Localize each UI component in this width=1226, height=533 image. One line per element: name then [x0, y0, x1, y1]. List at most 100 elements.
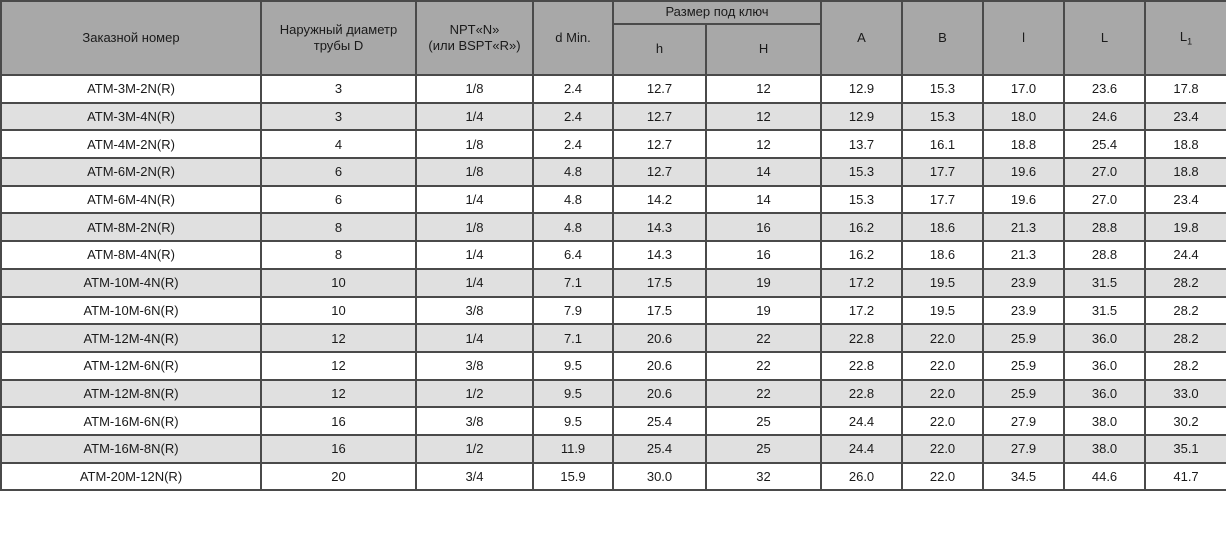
value-cell: 6 [260, 157, 417, 187]
value-cell: 18.8 [982, 129, 1066, 160]
value-cell: 21.3 [982, 240, 1066, 270]
value-cell: 30.0 [612, 461, 707, 492]
value-cell: 14 [704, 157, 823, 187]
value-cell: 44.6 [1063, 461, 1147, 492]
value-cell: 34.5 [982, 461, 1066, 492]
value-cell: 22.0 [901, 461, 985, 492]
value-cell: 27.9 [982, 406, 1066, 436]
value-cell: 36.0 [1063, 350, 1147, 381]
spec-table: Заказной номер Наружный диаметр трубы D … [0, 0, 1226, 492]
table-body: ATM-3M-2N(R) 3 1/8 2.4 12.7 12 12.9 15.3 17.0 23.… [0, 74, 1226, 492]
value-cell: 1/4 [415, 184, 534, 215]
value-cell: 16 [704, 240, 823, 270]
value-cell: 38.0 [1063, 433, 1147, 464]
value-cell: 33.0 [1144, 378, 1226, 409]
value-cell: 1/8 [415, 212, 534, 243]
table-row: ATM-12M-8N(R) 12 1/2 9.5 20.6 22 22.8 22.0 25.9 3… [0, 378, 1226, 409]
value-cell: 12 [704, 74, 823, 104]
value-cell: 12 [260, 323, 417, 353]
value-cell: 2.4 [532, 74, 614, 104]
value-cell: 12.7 [612, 129, 707, 160]
value-cell: 19.8 [1144, 212, 1226, 243]
value-cell: 8 [260, 240, 417, 270]
value-cell: 25.4 [612, 433, 707, 464]
value-cell: 9.5 [532, 350, 614, 381]
value-cell: 23.4 [1144, 101, 1226, 132]
value-cell: 3 [260, 101, 417, 132]
header-l-big: L [1063, 0, 1147, 76]
value-cell: 24.4 [1144, 240, 1226, 270]
value-cell: 14.2 [612, 184, 707, 215]
header-outer-diameter-line1: Наружный диаметр [279, 21, 398, 37]
value-cell: 22.8 [820, 350, 904, 381]
value-cell: 28.2 [1144, 350, 1226, 381]
value-cell: 12 [704, 101, 823, 132]
header-d-min: d Min. [532, 0, 614, 76]
value-cell: 7.9 [532, 295, 614, 326]
value-cell: 4.8 [532, 157, 614, 187]
value-cell: 28.8 [1063, 212, 1147, 243]
value-cell: 22.0 [901, 350, 985, 381]
value-cell: 7.1 [532, 267, 614, 298]
order-number-cell: ATM-12M-6N(R) [0, 350, 262, 381]
value-cell: 12.9 [820, 101, 904, 132]
value-cell: 1/8 [415, 157, 534, 187]
value-cell: 19.5 [901, 295, 985, 326]
header-npt-line1: NPT«N» [449, 21, 500, 37]
value-cell: 31.5 [1063, 267, 1147, 298]
order-number-cell: ATM-3M-2N(R) [0, 74, 262, 104]
header-h-small: h [612, 23, 707, 76]
value-cell: 24.4 [820, 406, 904, 436]
value-cell: 28.2 [1144, 295, 1226, 326]
value-cell: 17.7 [901, 184, 985, 215]
table-row: ATM-12M-6N(R) 12 3/8 9.5 20.6 22 22.8 22.0 25.9 3… [0, 350, 1226, 381]
value-cell: 28.8 [1063, 240, 1147, 270]
table-row: ATM-6M-2N(R) 6 1/8 4.8 12.7 14 15.3 17.7 19.6 27.… [0, 157, 1226, 187]
value-cell: 3/8 [415, 406, 534, 436]
value-cell: 3/8 [415, 295, 534, 326]
value-cell: 20.6 [612, 350, 707, 381]
value-cell: 27.9 [982, 433, 1066, 464]
value-cell: 41.7 [1144, 461, 1226, 492]
value-cell: 27.0 [1063, 157, 1147, 187]
header-order-number: Заказной номер [0, 0, 262, 76]
value-cell: 19 [704, 295, 823, 326]
value-cell: 17.8 [1144, 74, 1226, 104]
header-l1-base: L [1179, 28, 1188, 44]
order-number-cell: ATM-10M-6N(R) [0, 295, 262, 326]
value-cell: 9.5 [532, 406, 614, 436]
value-cell: 31.5 [1063, 295, 1147, 326]
value-cell: 19 [704, 267, 823, 298]
value-cell: 18.6 [901, 212, 985, 243]
value-cell: 19.6 [982, 157, 1066, 187]
table-header: Заказной номер Наружный диаметр трубы D … [0, 0, 1226, 76]
value-cell: 23.4 [1144, 184, 1226, 215]
order-number-cell: ATM-8M-4N(R) [0, 240, 262, 270]
value-cell: 25.4 [612, 406, 707, 436]
value-cell: 25 [704, 433, 823, 464]
header-outer-diameter-line2: трубы D [313, 38, 364, 53]
header-a: A [820, 0, 904, 76]
value-cell: 12.7 [612, 101, 707, 132]
value-cell: 10 [260, 267, 417, 298]
value-cell: 3/8 [415, 350, 534, 381]
order-number-cell: ATM-16M-8N(R) [0, 433, 262, 464]
value-cell: 21.3 [982, 212, 1066, 243]
table-row: ATM-6M-4N(R) 6 1/4 4.8 14.2 14 15.3 17.7 19.6 27.… [0, 184, 1226, 215]
value-cell: 1/4 [415, 101, 534, 132]
order-number-cell: ATM-12M-4N(R) [0, 323, 262, 353]
value-cell: 28.2 [1144, 267, 1226, 298]
value-cell: 4.8 [532, 184, 614, 215]
value-cell: 13.7 [820, 129, 904, 160]
value-cell: 20.6 [612, 323, 707, 353]
value-cell: 10 [260, 295, 417, 326]
order-number-cell: ATM-16M-6N(R) [0, 406, 262, 436]
value-cell: 24.6 [1063, 101, 1147, 132]
value-cell: 22.0 [901, 323, 985, 353]
value-cell: 9.5 [532, 378, 614, 409]
value-cell: 25.9 [982, 378, 1066, 409]
value-cell: 16 [704, 212, 823, 243]
value-cell: 12 [260, 350, 417, 381]
table-row: ATM-10M-4N(R) 10 1/4 7.1 17.5 19 17.2 19.5 23.9 3… [0, 267, 1226, 298]
